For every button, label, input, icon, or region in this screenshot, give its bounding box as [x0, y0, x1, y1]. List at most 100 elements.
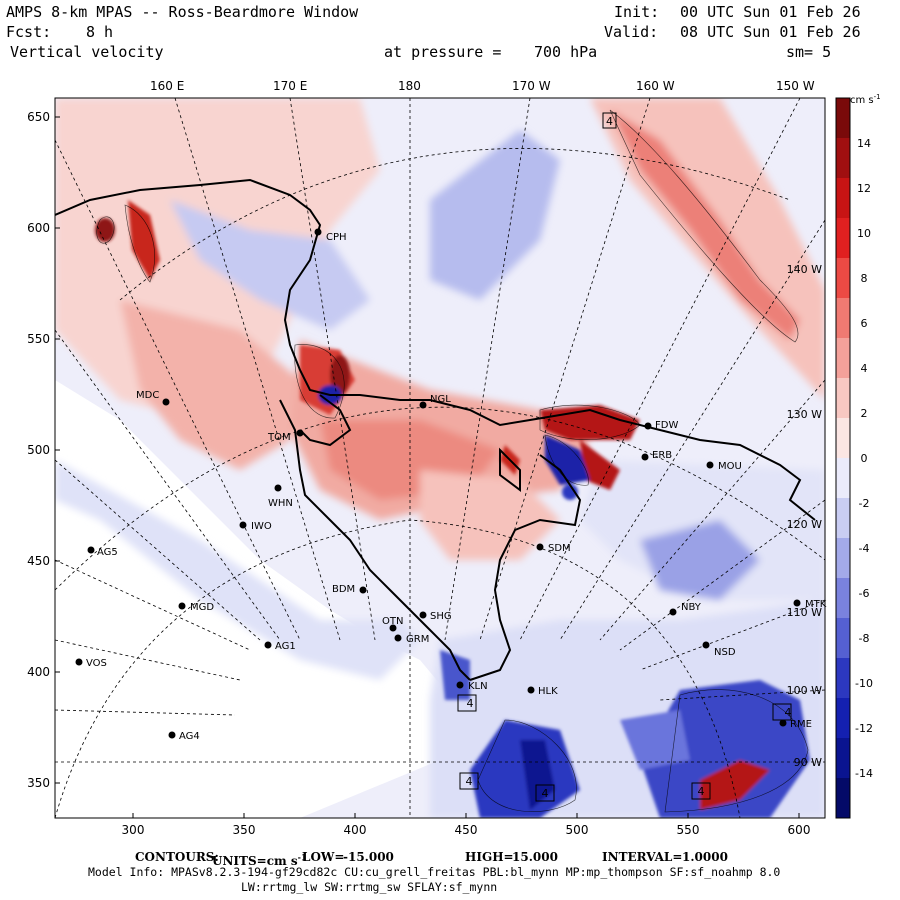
svg-text:4: 4 [785, 706, 792, 719]
colorbar-label: -14 [855, 767, 873, 780]
svg-text:VOS: VOS [86, 658, 107, 669]
svg-text:MGD: MGD [190, 602, 214, 613]
meridian-label: 120 W [787, 518, 822, 531]
colorbar-swatch [836, 498, 850, 539]
station-mtk: MTK [793, 599, 827, 610]
colorbar-swatch [836, 658, 850, 699]
svg-text:AG5: AG5 [97, 547, 118, 558]
colorbar-label: -8 [859, 632, 870, 645]
svg-text:MOU: MOU [718, 461, 742, 472]
lat-lon-grid [55, 98, 825, 818]
colorbar-frame [835, 97, 851, 819]
station-ngl: NGL [419, 394, 451, 409]
pressure-label: at pressure = [384, 43, 502, 61]
box-marker: 4 [691, 782, 711, 800]
x-tick-label: 600 [788, 823, 811, 837]
colorbar-swatch [836, 458, 850, 499]
colorbar-label: -6 [859, 587, 870, 600]
colorbar-label: 2 [861, 407, 868, 420]
svg-text:4: 4 [606, 115, 613, 128]
contours-label: CONTOURS: [135, 850, 219, 864]
colorbar-swatch [836, 178, 850, 219]
lon-label: 160 E [150, 79, 184, 93]
svg-text:OTN: OTN [382, 616, 403, 627]
svg-text:NSD: NSD [714, 647, 736, 658]
station-cph: CPH [314, 228, 347, 243]
model-info: Model Info: MPASv8.2.3-194-gf29cd82c CU:… [88, 865, 781, 879]
y-tick-label: 400 [27, 665, 50, 679]
station-otn: OTN [382, 616, 403, 632]
svg-text:NBY: NBY [681, 602, 702, 613]
svg-text:4: 4 [467, 697, 474, 710]
colorbar-swatch [836, 618, 850, 659]
lon-label: 160 W [636, 79, 675, 93]
station-kln: KLN [456, 681, 488, 692]
colorbar-label: 4 [861, 362, 868, 375]
svg-text:MTK: MTK [805, 599, 827, 610]
meridian-label: 110 W [787, 606, 822, 619]
interval-value: 1.0000 [682, 850, 728, 864]
low-label: LOW= [302, 850, 345, 864]
y-tick-label: 350 [27, 776, 50, 790]
lon-label: 150 W [776, 79, 815, 93]
colorbar-swatch [836, 778, 850, 819]
station-shg: SHG [419, 611, 452, 622]
svg-text:SDM: SDM [548, 543, 571, 554]
colorbar-swatch [836, 98, 850, 139]
colorbar-swatch [836, 258, 850, 299]
units-label: UNITS=cm s-1 [212, 852, 307, 868]
svg-text:4: 4 [466, 775, 473, 788]
y-axis: 650 600 550 500 450 400 350 [27, 110, 60, 790]
box-marker: 4 [602, 112, 617, 129]
x-axis: 300 350 400 450 500 550 600 [122, 813, 811, 837]
colorbar-swatch [836, 338, 850, 379]
init-time: 00 UTC Sun 01 Feb 26 [680, 3, 861, 21]
colorbar-swatch [836, 418, 850, 459]
colorbar-swatch [836, 298, 850, 339]
station-rme: RME [779, 719, 812, 730]
svg-text:ERB: ERB [652, 450, 672, 461]
field-name: Vertical velocity [10, 43, 164, 61]
map-frame [54, 97, 826, 819]
station-fdw: FDW [644, 420, 678, 431]
svg-text:KLN: KLN [468, 681, 488, 692]
colorbar-swatch [836, 538, 850, 579]
colorbar-label: 12 [857, 182, 871, 195]
colorbar-swatch [836, 698, 850, 739]
high-label: HIGH= [465, 850, 514, 864]
svg-text:GRM: GRM [406, 634, 429, 645]
station-bdm: BDM [332, 584, 367, 595]
svg-text:MDC: MDC [136, 390, 159, 401]
box-marker: 4 [457, 694, 477, 712]
stations: CPH MDC NGL TOM WHN IWO AG5 BDM MGD SHG … [75, 228, 827, 742]
svg-text:BDM: BDM [332, 584, 355, 595]
box-marker: 4 [459, 772, 479, 790]
colorbar-label: -4 [859, 542, 870, 555]
model-physics: LW:rrtmg_lw SW:rrtmg_sw SFLAY:sf_mynn [241, 880, 498, 894]
lon-label: 180 [398, 79, 421, 93]
x-tick-label: 550 [677, 823, 700, 837]
svg-text:AG1: AG1 [275, 641, 296, 652]
coastline [55, 178, 816, 681]
station-tom: TOM [267, 429, 304, 443]
svg-text:HLK: HLK [538, 686, 558, 697]
x-tick-label: 500 [566, 823, 589, 837]
smoothing-value: sm= 5 [786, 43, 832, 61]
lon-label: 170 W [512, 79, 551, 93]
meridian-label: 130 W [787, 408, 822, 421]
station-whn: WHN [268, 484, 293, 509]
box-markers: 4 4 4 4 4 4 [457, 112, 792, 802]
valid-time: 08 UTC Sun 01 Feb 26 [680, 23, 861, 41]
y-tick-label: 500 [27, 443, 50, 457]
colorbar-label: 10 [857, 227, 871, 240]
station-mdc: MDC [136, 390, 170, 406]
velocity-field [55, 98, 825, 818]
station-hlk: HLK [527, 686, 558, 697]
station-erb: ERB [641, 450, 672, 461]
box-marker: 4 [535, 784, 555, 802]
svg-text:SHG: SHG [430, 611, 452, 622]
meridian-label: 90 W [794, 756, 822, 769]
lon-label: 170 E [273, 79, 307, 93]
station-ag1: AG1 [264, 641, 296, 652]
x-tick-label: 350 [233, 823, 256, 837]
